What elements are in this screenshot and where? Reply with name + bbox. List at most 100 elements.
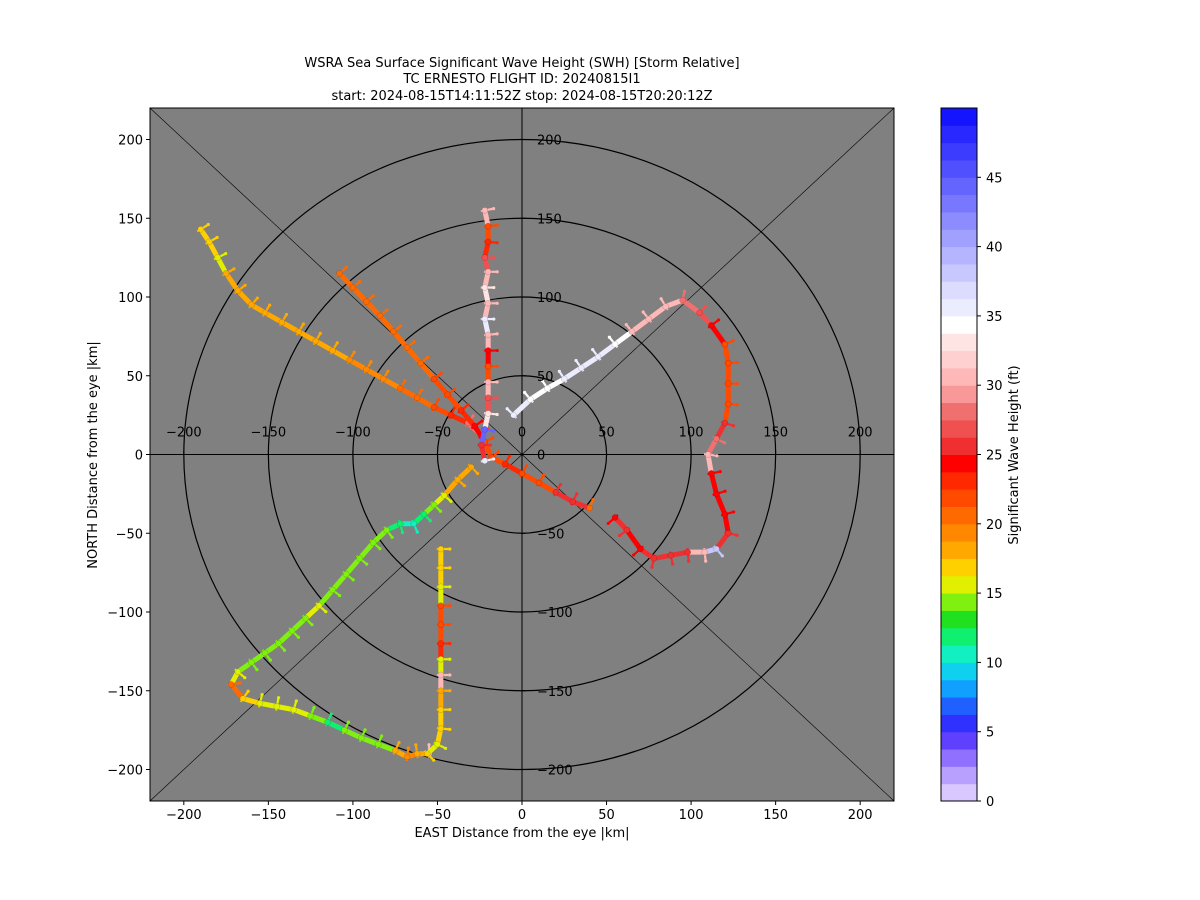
wave-data-point xyxy=(725,400,732,408)
wave-arrow-head xyxy=(329,712,333,716)
wave-data-point xyxy=(713,545,720,553)
wave-data-point xyxy=(725,530,732,537)
wave-arrow-head xyxy=(351,578,355,582)
wave-data-point xyxy=(484,222,492,230)
track-segment xyxy=(380,376,403,391)
wave-arrow-head xyxy=(731,424,736,428)
wave-arrow-head xyxy=(380,734,384,738)
wave-arrow-head xyxy=(541,473,546,477)
y-tick-label: 200 xyxy=(118,134,143,149)
track-segment xyxy=(363,299,383,319)
wave-data-point xyxy=(275,640,282,647)
wave-arrow-head xyxy=(492,429,496,433)
wave-data-point xyxy=(484,378,492,386)
wave-data-point xyxy=(437,656,445,663)
colorbar-tick-label: 40 xyxy=(986,241,1003,256)
wave-data-point xyxy=(248,659,255,666)
wave-arrow-head xyxy=(591,348,595,352)
wave-arrow-head xyxy=(448,623,452,627)
track-segment xyxy=(502,461,525,476)
wave-arrow-head xyxy=(716,318,721,322)
wave-arrow-head xyxy=(432,758,436,762)
wave-data-point xyxy=(577,364,585,372)
wave-arrow-head xyxy=(318,331,322,335)
wave-data-point xyxy=(302,615,309,622)
wave-data-point xyxy=(342,570,350,578)
wave-data-point xyxy=(329,586,336,594)
wave-arrow-head xyxy=(641,310,645,314)
track-segment xyxy=(578,354,601,371)
wave-data-point xyxy=(437,725,445,732)
wave-data-point xyxy=(704,451,712,458)
y-tick-label: 50 xyxy=(126,370,143,385)
colorbar-swatch xyxy=(941,385,977,404)
wave-data-point xyxy=(667,552,675,559)
wave-arrow-head xyxy=(443,746,448,750)
wave-data-point xyxy=(413,750,421,757)
wave-arrow-head xyxy=(448,673,452,677)
colorbar-swatch xyxy=(941,177,977,196)
wave-data-point xyxy=(628,328,636,335)
wave-data-point xyxy=(307,712,314,720)
wave-arrow-head xyxy=(492,256,496,260)
wave-arrow-head xyxy=(420,388,424,392)
track-segment xyxy=(414,395,437,410)
wave-data-point xyxy=(403,344,411,351)
inner-x-tick-label: 50 xyxy=(598,426,615,441)
wave-arrow-head xyxy=(448,689,452,693)
colorbar-swatch xyxy=(941,471,977,490)
wave-data-point xyxy=(424,750,431,757)
wave-arrow-head xyxy=(659,297,663,301)
wave-arrow-head xyxy=(415,530,419,534)
wave-data-point xyxy=(713,435,720,442)
colorbar-swatch xyxy=(941,749,977,767)
wave-data-point xyxy=(481,426,489,433)
colorbar-tick-label: 30 xyxy=(986,379,1003,394)
colorbar-swatch xyxy=(941,437,977,455)
y-tick-label: 100 xyxy=(118,291,143,306)
wave-data-point xyxy=(437,583,445,591)
track-segment xyxy=(262,310,285,325)
wave-data-point xyxy=(481,457,489,465)
inner-y-tick-label: −150 xyxy=(537,685,573,700)
wave-arrow-head xyxy=(525,464,529,468)
wave-arrow-head xyxy=(476,471,480,476)
wave-data-point xyxy=(518,470,526,477)
wave-arrow-head xyxy=(365,562,369,566)
wave-data-point xyxy=(278,318,286,326)
colorbar-swatch xyxy=(941,350,977,369)
wave-arrow-head xyxy=(495,380,499,384)
wave-arrow-head xyxy=(294,699,298,703)
wave-data-point xyxy=(336,270,343,277)
track-segment xyxy=(431,376,451,398)
wave-arrow-head xyxy=(369,360,373,364)
wave-data-point xyxy=(535,479,543,487)
track-segment xyxy=(570,499,593,511)
track-segment xyxy=(235,288,254,308)
colorbar-swatch xyxy=(941,419,977,438)
colorbar-swatch xyxy=(941,523,977,542)
x-tick-label: −200 xyxy=(166,808,202,823)
track-segment xyxy=(680,297,703,316)
wave-arrow-head xyxy=(448,657,452,661)
wave-arrow-head xyxy=(453,387,457,391)
track-segment xyxy=(612,329,635,347)
chart-title-line-2: TC ERNESTO FLIGHT ID: 20240815I1 xyxy=(402,72,640,87)
wave-arrow-head xyxy=(558,482,563,487)
wave-arrow-head xyxy=(232,267,236,271)
wave-arrow-head xyxy=(557,369,561,373)
wave-data-point xyxy=(484,394,492,402)
wave-arrow-head xyxy=(488,443,493,447)
wave-data-point xyxy=(484,347,492,354)
wave-arrow-head xyxy=(385,308,389,312)
wave-data-point xyxy=(527,396,534,403)
wave-data-point xyxy=(312,337,319,345)
wave-data-point xyxy=(437,621,445,628)
wave-data-point xyxy=(391,747,399,754)
wave-data-point xyxy=(346,356,353,364)
wave-arrow-head xyxy=(492,457,496,461)
wave-data-point xyxy=(484,410,492,417)
colorbar-swatch xyxy=(941,194,977,213)
wave-data-point xyxy=(561,375,568,383)
track-segment xyxy=(357,540,376,561)
